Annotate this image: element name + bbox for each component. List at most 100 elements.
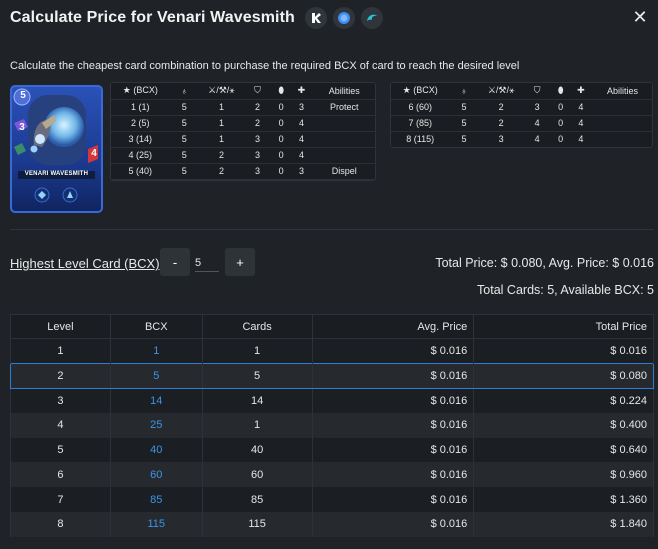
shield-icon: ⬮: [550, 83, 571, 100]
stats-row: 3 (14) 5 1 3 0 4: [111, 131, 375, 148]
abilities-header: Abilities: [591, 83, 652, 100]
water-element-icon: [332, 7, 355, 29]
total-price-cell: $ 0.400: [473, 412, 654, 438]
armor-icon: ⛉: [243, 83, 272, 100]
card-health: 4: [91, 148, 97, 159]
avg-price-cell: $ 0.016: [311, 412, 475, 438]
table-row[interactable]: 2 5 5 $ 0.016 $ 0.080: [10, 362, 654, 389]
total-price-cell: $ 0.224: [473, 388, 654, 413]
level-cell: 5: [10, 437, 111, 463]
table-row[interactable]: 4 25 1 $ 0.016 $ 0.400: [10, 412, 654, 438]
stats-row: 6 (60) 5 2 3 0 4: [391, 99, 652, 116]
col-avg-price: Avg. Price: [311, 314, 475, 339]
avg-price-cell: $ 0.016: [311, 462, 475, 488]
abilities-header: Abilities: [311, 83, 375, 100]
bcx-link[interactable]: 1: [109, 338, 203, 364]
level-cell: 2: [10, 362, 111, 389]
table-row[interactable]: 1 1 1 $ 0.016 $ 0.016: [10, 338, 654, 364]
description-text: Calculate the cheapest card combination …: [10, 60, 520, 72]
stats-row: 8 (115) 5 3 4 0 4: [391, 131, 652, 147]
modal-header: Calculate Price for Venari Wavesmith: [0, 0, 658, 36]
increment-button[interactable]: +: [225, 248, 255, 276]
card-art: [13, 88, 98, 203]
bcx-quantity-input[interactable]: [195, 254, 219, 272]
price-table-header: Level BCX Cards Avg. Price Total Price: [10, 314, 654, 339]
card-speed: 3: [19, 122, 25, 133]
header-icons: [304, 7, 383, 29]
cards-cell: 115: [201, 512, 313, 537]
total-price-cell: $ 0.016: [473, 338, 654, 364]
table-row[interactable]: 5 40 40 $ 0.016 $ 0.640: [10, 437, 654, 463]
stats-header-row: ★ (BCX) ♁ ⚔/⚒/⚹ ⛉ ⬮ ✚ Abilities: [111, 83, 375, 100]
level-cell: 4: [10, 412, 111, 438]
bcx-header: ★ (BCX): [111, 83, 170, 100]
cards-cell: 60: [201, 462, 313, 488]
attack-icon: ⚔/⚒/⚹: [478, 83, 524, 100]
armor-icon: ⛉: [523, 83, 551, 100]
col-total-price: Total Price: [473, 314, 654, 339]
bolt-icon: [304, 7, 327, 29]
decrement-button[interactable]: -: [160, 248, 190, 276]
cards-cell: 1: [201, 338, 313, 364]
stats-row: 1 (1) 5 1 2 0 3 Protect: [111, 99, 375, 116]
level-cell: 1: [10, 338, 111, 364]
avg-price-cell: $ 0.016: [311, 437, 475, 463]
avg-price-cell: $ 0.016: [311, 487, 475, 513]
stats-row: 7 (85) 5 2 4 0 4: [391, 115, 652, 132]
total-price-text: Total Price: $ 0.080, Avg. Price: $ 0.01…: [435, 256, 654, 270]
stats-header-row: ★ (BCX) ♁ ⚔/⚒/⚹ ⛉ ⬮ ✚ Abilities: [391, 83, 652, 100]
col-cards: Cards: [201, 314, 313, 339]
bcx-link[interactable]: 40: [109, 437, 203, 463]
modal-title: Calculate Price for Venari Wavesmith: [10, 9, 295, 26]
cards-cell: 14: [201, 388, 313, 413]
cards-cell: 40: [201, 437, 313, 463]
bcx-link[interactable]: 115: [109, 512, 203, 537]
bcx-link[interactable]: 60: [109, 462, 203, 488]
avg-price-cell: $ 0.016: [311, 338, 475, 364]
avg-price-cell: $ 0.016: [311, 362, 475, 389]
level-cell: 6: [10, 462, 111, 488]
speed-icon: ♁: [169, 83, 199, 100]
col-bcx: BCX: [109, 314, 203, 339]
avg-price-cell: $ 0.016: [311, 512, 475, 537]
table-row[interactable]: 6 60 60 $ 0.016 $ 0.960: [10, 462, 654, 488]
table-row[interactable]: 8 115 115 $ 0.016 $ 1.840: [10, 512, 654, 537]
total-price-cell: $ 1.360: [473, 487, 654, 513]
card-name: VENARI WAVESMITH: [24, 171, 89, 177]
bcx-header: ★ (BCX): [391, 83, 450, 100]
cards-cell: 1: [201, 412, 313, 438]
total-price-cell: $ 0.080: [473, 362, 654, 389]
price-table: Level BCX Cards Avg. Price Total Price 1…: [10, 314, 654, 537]
level-cell: 7: [10, 487, 111, 513]
stats-row: 4 (25) 5 2 3 0 4: [111, 147, 375, 164]
health-icon: ✚: [291, 83, 312, 100]
col-level: Level: [10, 314, 111, 339]
stats-row: 5 (40) 5 2 3 0 3 Dispel: [111, 163, 375, 180]
highest-level-card-label[interactable]: Highest Level Card (BCX): [10, 256, 160, 271]
level-cell: 8: [10, 512, 111, 537]
star-icon: ★: [402, 85, 411, 96]
star-icon: ★: [122, 85, 131, 96]
avg-price-cell: $ 0.016: [311, 388, 475, 413]
level-cell: 3: [10, 388, 111, 413]
cards-cell: 5: [201, 362, 313, 389]
wave-ability-icon: [360, 7, 383, 29]
table-row[interactable]: 7 85 85 $ 0.016 $ 1.360: [10, 487, 654, 513]
bcx-link[interactable]: 5: [109, 362, 203, 389]
level-stats-table-left: ★ (BCX) ♁ ⚔/⚒/⚹ ⛉ ⬮ ✚ Abilities 1 (1) 5 1 2…: [110, 82, 376, 181]
total-price-cell: $ 0.960: [473, 462, 654, 488]
cards-cell: 85: [201, 487, 313, 513]
bcx-link[interactable]: 85: [109, 487, 203, 513]
total-price-cell: $ 1.840: [473, 512, 654, 537]
card-image: 5 3 4 VENARI WAVESMITH: [10, 85, 103, 213]
shield-icon: ⬮: [271, 83, 292, 100]
attack-icon: ⚔/⚒/⚹: [198, 83, 244, 100]
health-icon: ✚: [570, 83, 592, 100]
bcx-link[interactable]: 25: [109, 412, 203, 438]
total-cards-text: Total Cards: 5, Available BCX: 5: [477, 283, 654, 297]
close-icon[interactable]: ✕: [632, 7, 648, 27]
table-row[interactable]: 3 14 14 $ 0.016 $ 0.224: [10, 388, 654, 413]
bcx-link[interactable]: 14: [109, 388, 203, 413]
level-stats-table-right: ★ (BCX) ♁ ⚔/⚒/⚹ ⛉ ⬮ ✚ Abilities 6 (60) 5 2…: [390, 82, 653, 148]
total-price-cell: $ 0.640: [473, 437, 654, 463]
